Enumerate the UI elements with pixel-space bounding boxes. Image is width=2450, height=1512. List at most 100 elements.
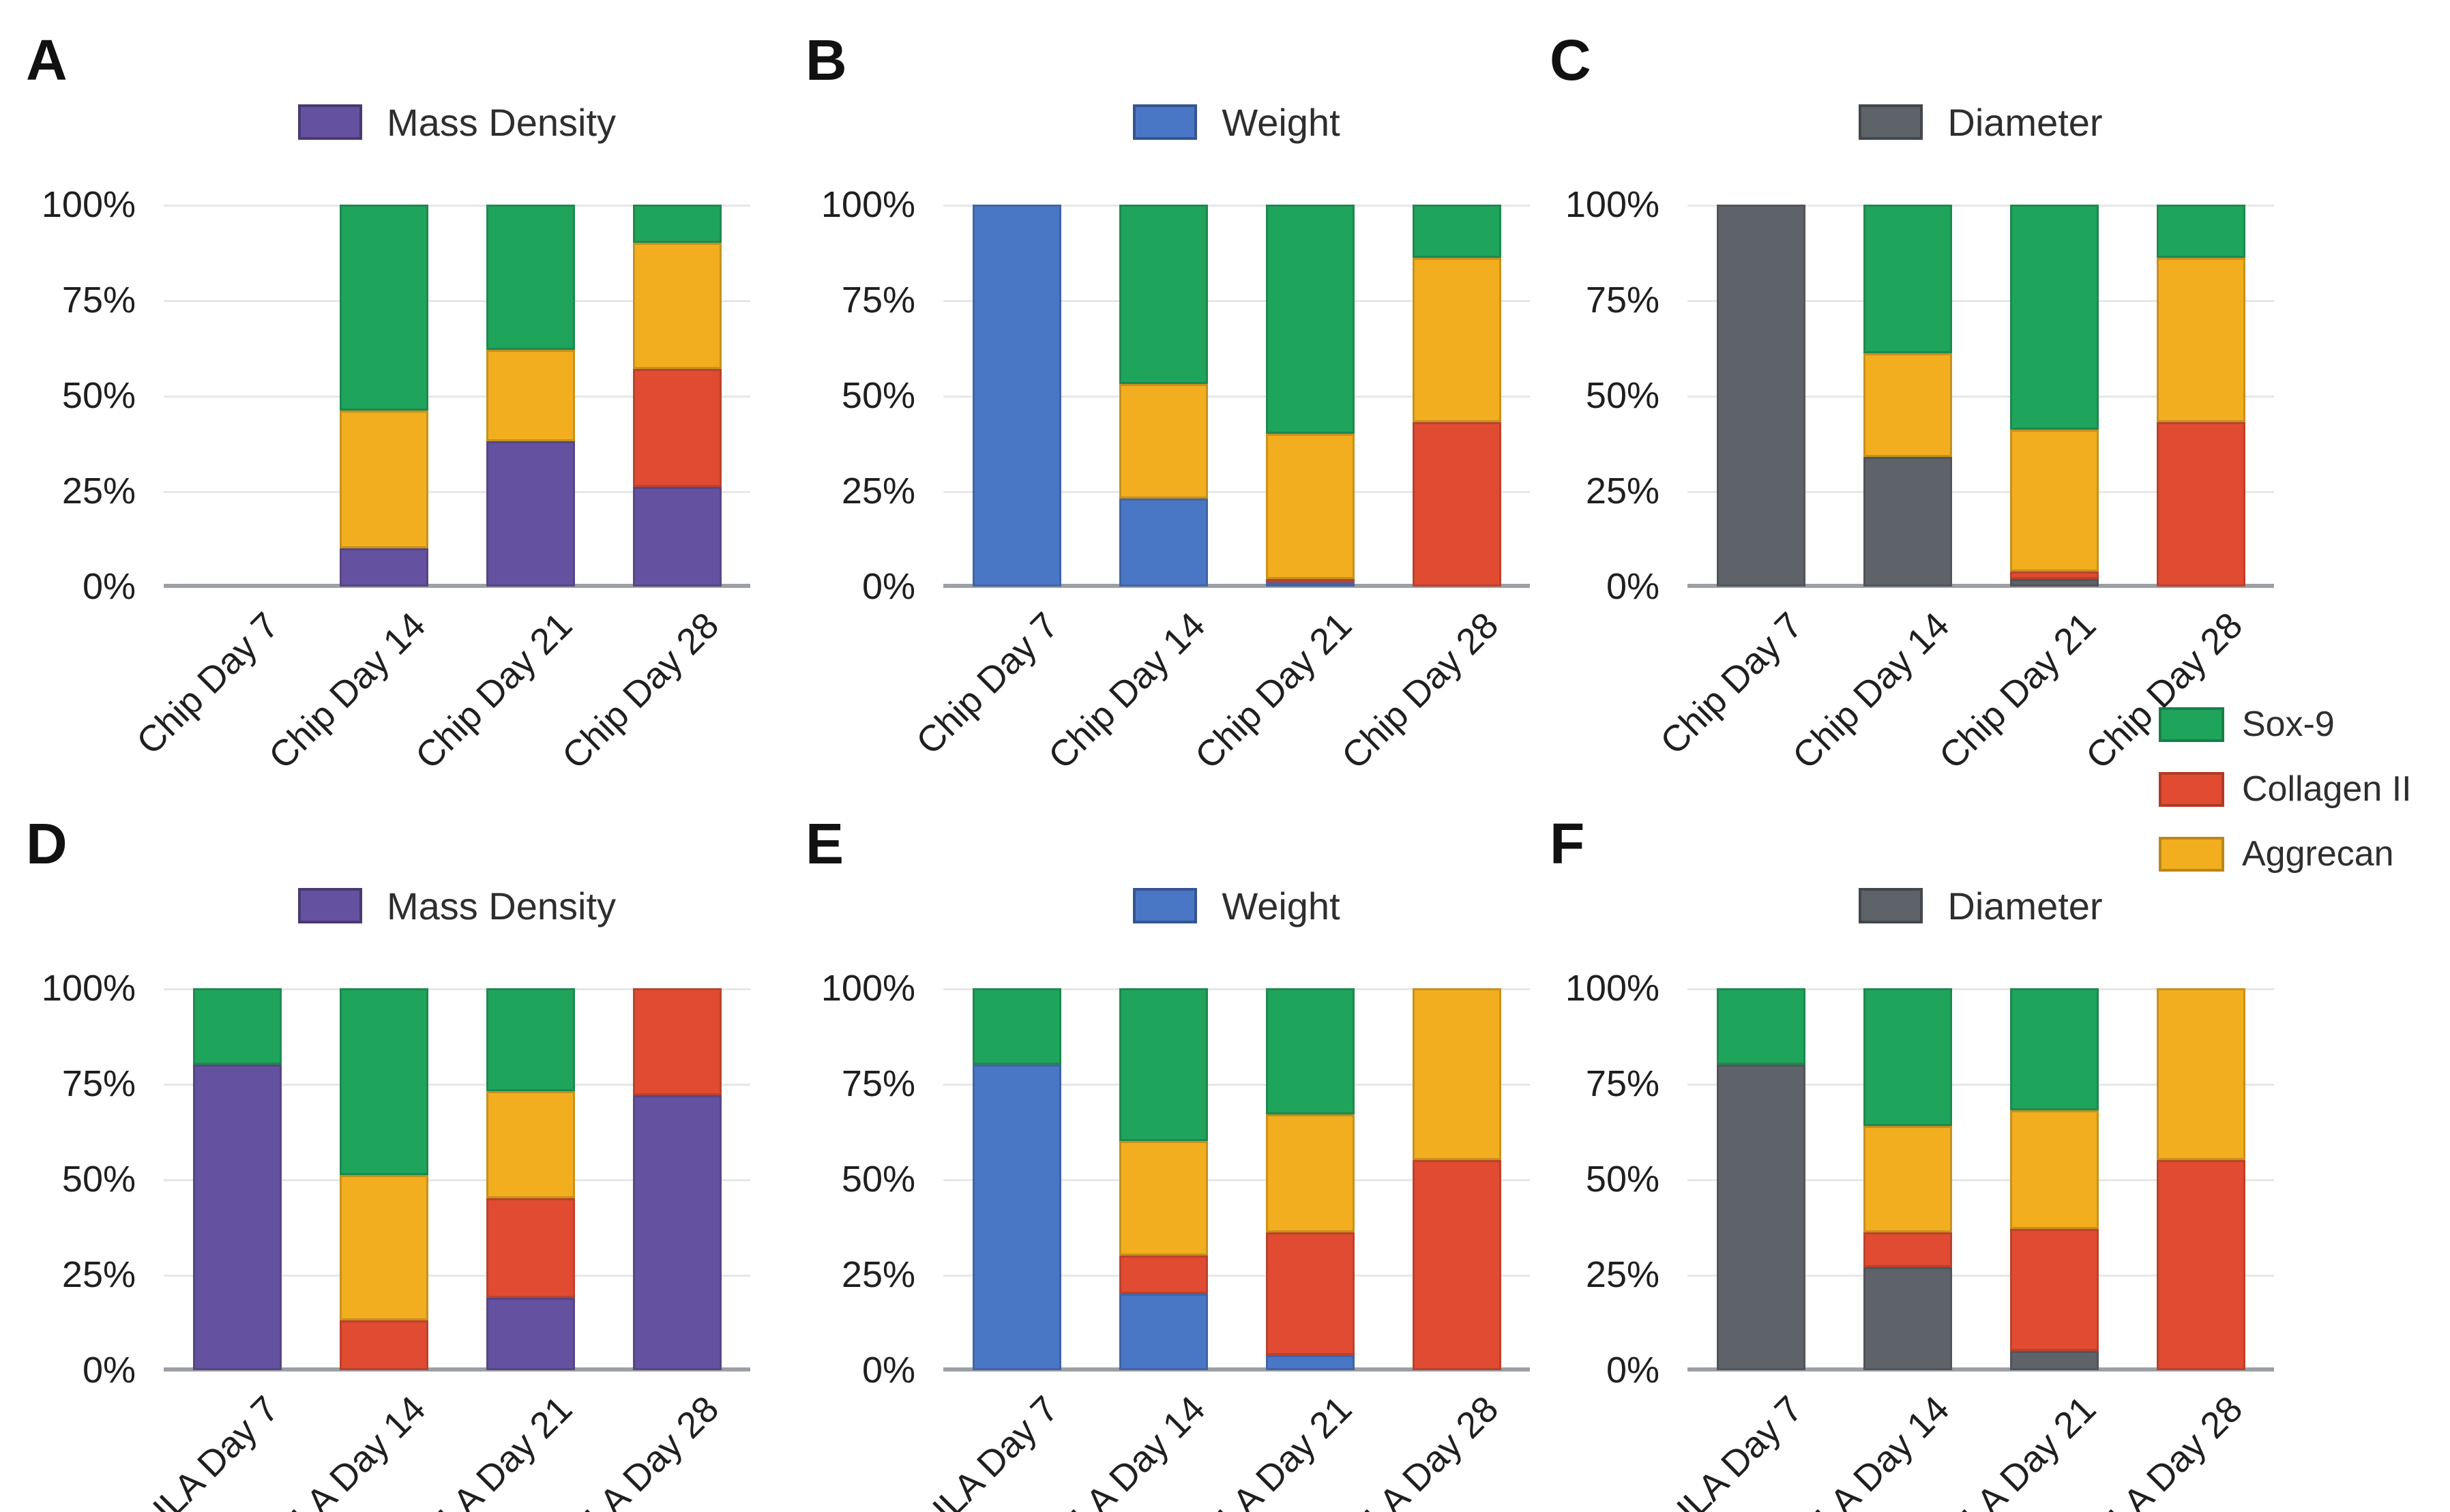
segment-aggrecan: [339, 411, 428, 548]
y-axis-ticks: 100% 75% 50% 25% 0%: [786, 184, 926, 607]
panel-letter-f: F: [1550, 812, 1586, 876]
gridline: [164, 205, 750, 207]
gridline: [164, 396, 750, 398]
segment-weight: [1119, 1294, 1208, 1370]
bar-ula-day-7: [972, 988, 1061, 1370]
segment-sox-9: [192, 988, 282, 1065]
panel-letter-a: A: [26, 28, 68, 92]
bar-ula-day-28: [632, 988, 722, 1370]
gridline: [1687, 1179, 2274, 1181]
gridline: [164, 491, 750, 493]
gridline: [943, 396, 1530, 398]
panel-legend-label: Mass Density: [386, 884, 617, 928]
plot-area: [164, 988, 750, 1372]
y-axis-ticks: 100% 75% 50% 25% 0%: [786, 968, 926, 1391]
segment-aggrecan: [486, 349, 575, 442]
bar-ula-day-21: [486, 988, 575, 1370]
segment-aggrecan: [2156, 258, 2245, 423]
segment-diameter: [1863, 456, 1952, 587]
x-axis-baseline: [164, 584, 750, 588]
segment-aggrecan: [1265, 1114, 1355, 1233]
x-category-label: ULA Day 14: [265, 1388, 434, 1512]
y-tick-label: 50%: [1585, 375, 1659, 416]
segment-weight: [1119, 499, 1208, 587]
panel-legend: Mass Density: [164, 884, 750, 928]
bar-chip-day-14: [1863, 205, 1952, 587]
bar-ula-day-28: [2156, 988, 2245, 1370]
segment-mass-density: [339, 548, 428, 587]
x-axis-baseline: [943, 584, 1530, 588]
collagen-ii-legend-swatch: [2159, 771, 2224, 807]
y-axis-ticks: 100% 75% 50% 25% 0%: [1531, 184, 1670, 607]
y-tick-label: 75%: [61, 280, 136, 321]
bar-chip-day-28: [632, 205, 722, 587]
y-tick-label: 50%: [61, 375, 136, 416]
gridline: [1687, 205, 2274, 207]
panel-legend: Weight: [943, 885, 1530, 928]
segment-collagen-ii: [1863, 1232, 1952, 1267]
segment-collagen-ii: [2156, 1160, 2245, 1370]
segment-diameter: [1716, 205, 1805, 587]
y-tick-label: 25%: [61, 471, 136, 512]
segment-collagen-ii: [339, 1320, 428, 1370]
bar-ula-day-7: [1716, 988, 1805, 1370]
segment-sox-9: [1863, 205, 1952, 354]
segment-sox-9: [1863, 988, 1952, 1126]
bar-ula-day-21: [2009, 988, 2099, 1370]
y-axis-ticks: 100% 75% 50% 25% 0%: [1531, 968, 1670, 1391]
segment-sox-9: [1265, 988, 1355, 1114]
y-tick-label: 0%: [861, 566, 915, 607]
y-tick-label: 75%: [61, 1063, 136, 1104]
segment-collagen-ii: [1412, 422, 1501, 587]
gridline: [943, 1084, 1530, 1086]
segment-aggrecan: [1119, 384, 1208, 499]
segment-sox-9: [2009, 205, 2099, 430]
segment-sox-9: [339, 205, 428, 411]
x-category-label: ULA Day 21: [1936, 1388, 2104, 1512]
gridline: [1687, 300, 2274, 302]
bar-ula-day-14: [1119, 988, 1208, 1370]
y-tick-label: 100%: [821, 968, 915, 1009]
y-tick-label: 0%: [1606, 566, 1659, 607]
gridline: [1687, 1084, 2274, 1086]
weight-legend-swatch: [1133, 104, 1198, 140]
y-tick-label: 75%: [841, 280, 915, 321]
bar-ula-day-7: [192, 988, 282, 1370]
diameter-legend-swatch: [1859, 104, 1923, 140]
x-category-label: Chip Day 14: [1041, 604, 1213, 777]
bar-chip-day-21: [2009, 205, 2099, 587]
segment-aggrecan: [1119, 1141, 1208, 1256]
x-axis-labels: ULA Day 7 ULA Day 14 ULA Day 21 ULA Day 28: [1657, 1370, 2274, 1512]
segment-weight: [1265, 1354, 1355, 1370]
bar-ula-day-14: [339, 988, 428, 1370]
x-category-label: ULA Day 7: [133, 1388, 287, 1512]
segment-aggrecan: [2009, 430, 2099, 572]
x-axis-baseline: [1687, 584, 2274, 588]
segment-sox-9: [632, 205, 722, 243]
diameter-legend-swatch: [1859, 888, 1923, 923]
x-axis-baseline: [943, 1367, 1530, 1372]
x-category-label: ULA Day 21: [1192, 1388, 1360, 1512]
x-category-label: ULA Day 28: [2082, 1388, 2251, 1512]
segment-collagen-ii: [1265, 578, 1355, 583]
x-category-label: Chip Day 7: [129, 604, 287, 763]
panel-c: C Diameter 100% 75% 50% 25% 0% Chip Day 7 Chip D…: [1531, 0, 2301, 777]
shared-legend-item-sox-9: Sox-9: [2159, 704, 2412, 745]
shared-legend-label: Collagen II: [2242, 769, 2412, 809]
x-category-label: ULA Day 14: [1789, 1388, 1958, 1512]
plot-area: [1687, 988, 2274, 1372]
gridline: [1687, 491, 2274, 493]
segment-aggrecan: [1412, 258, 1501, 423]
segment-mass-density: [632, 487, 722, 587]
segment-aggrecan: [632, 243, 722, 369]
y-tick-label: 100%: [41, 184, 136, 225]
y-tick-label: 50%: [841, 1159, 915, 1200]
aggrecan-legend-swatch: [2159, 836, 2224, 872]
bar-ula-day-14: [1863, 988, 1952, 1370]
segment-sox-9: [972, 988, 1061, 1065]
bar-chip-day-21: [1265, 205, 1355, 587]
segment-aggrecan: [2156, 988, 2245, 1160]
y-tick-label: 75%: [1585, 1063, 1659, 1104]
x-category-label: ULA Day 14: [1045, 1388, 1213, 1512]
x-axis-baseline: [1687, 1367, 2274, 1372]
